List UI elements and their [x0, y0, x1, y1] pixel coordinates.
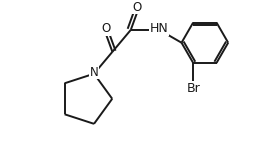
Text: N: N	[89, 66, 98, 79]
Text: O: O	[132, 0, 141, 13]
Text: HN: HN	[149, 22, 168, 35]
Text: O: O	[101, 22, 110, 35]
Text: Br: Br	[186, 82, 199, 95]
